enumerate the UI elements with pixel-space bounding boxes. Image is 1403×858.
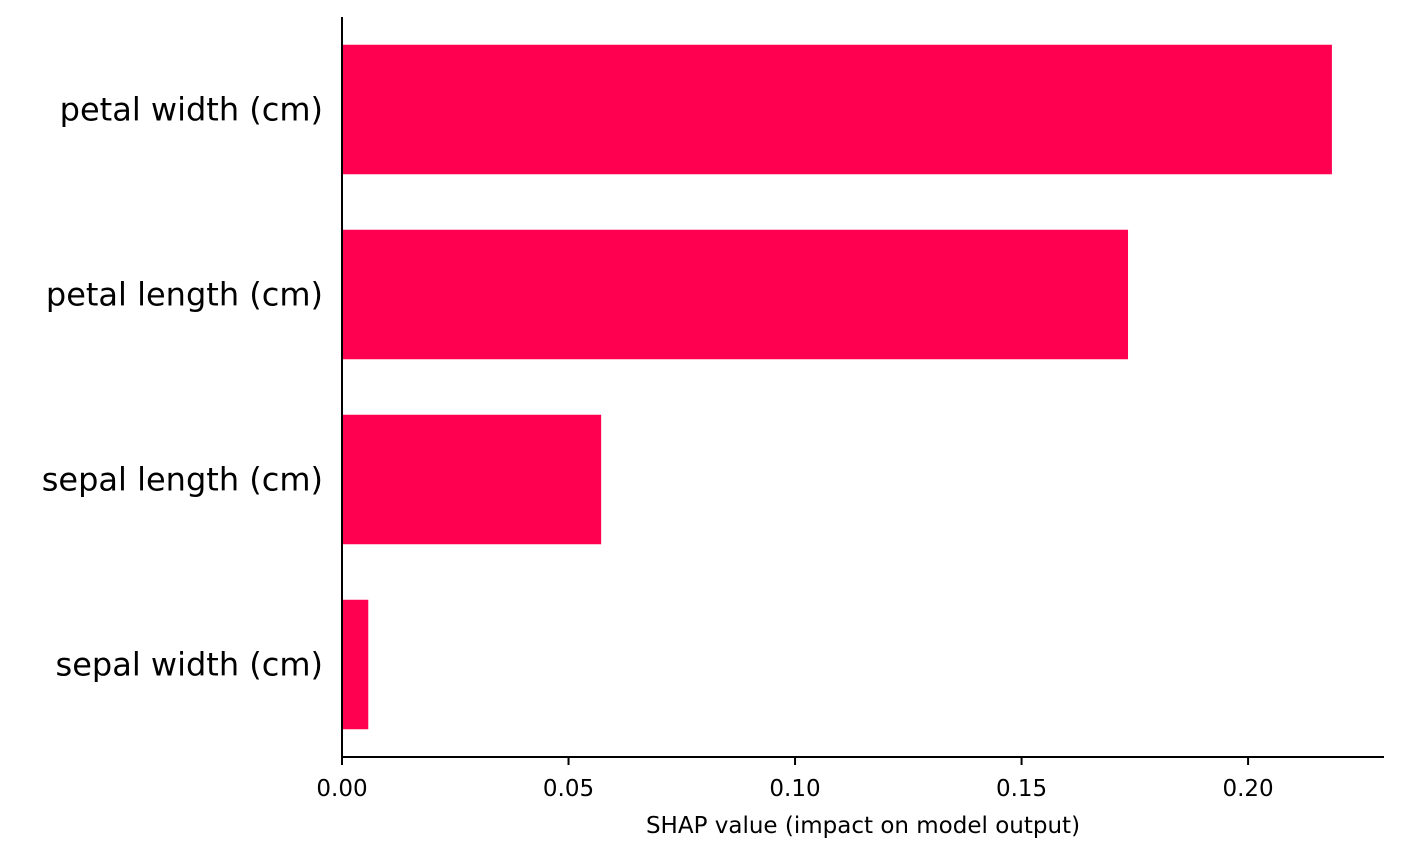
category-label: petal length (cm)	[46, 276, 323, 314]
x-tick-label: 0.05	[543, 776, 594, 802]
bar-sepal-length-cm	[342, 414, 602, 545]
bar-petal-width-cm	[342, 44, 1332, 175]
category-label: sepal length (cm)	[42, 461, 323, 499]
bar-sepal-width-cm	[342, 599, 369, 730]
x-tick-label: 0.00	[316, 776, 367, 802]
x-tick-label: 0.15	[996, 776, 1047, 802]
category-label: petal width (cm)	[60, 91, 323, 129]
x-axis-title: SHAP value (impact on model output)	[646, 813, 1080, 839]
x-ticks-group: 0.00 0.05 0.10 0.15 0.20	[316, 757, 1274, 802]
category-label: sepal width (cm)	[56, 646, 323, 684]
x-tick-label: 0.10	[769, 776, 820, 802]
x-tick-label: 0.20	[1222, 776, 1273, 802]
bars-group	[342, 44, 1332, 730]
category-labels-group: petal width (cm) petal length (cm) sepal l…	[42, 91, 323, 684]
bar-petal-length-cm	[342, 229, 1129, 360]
